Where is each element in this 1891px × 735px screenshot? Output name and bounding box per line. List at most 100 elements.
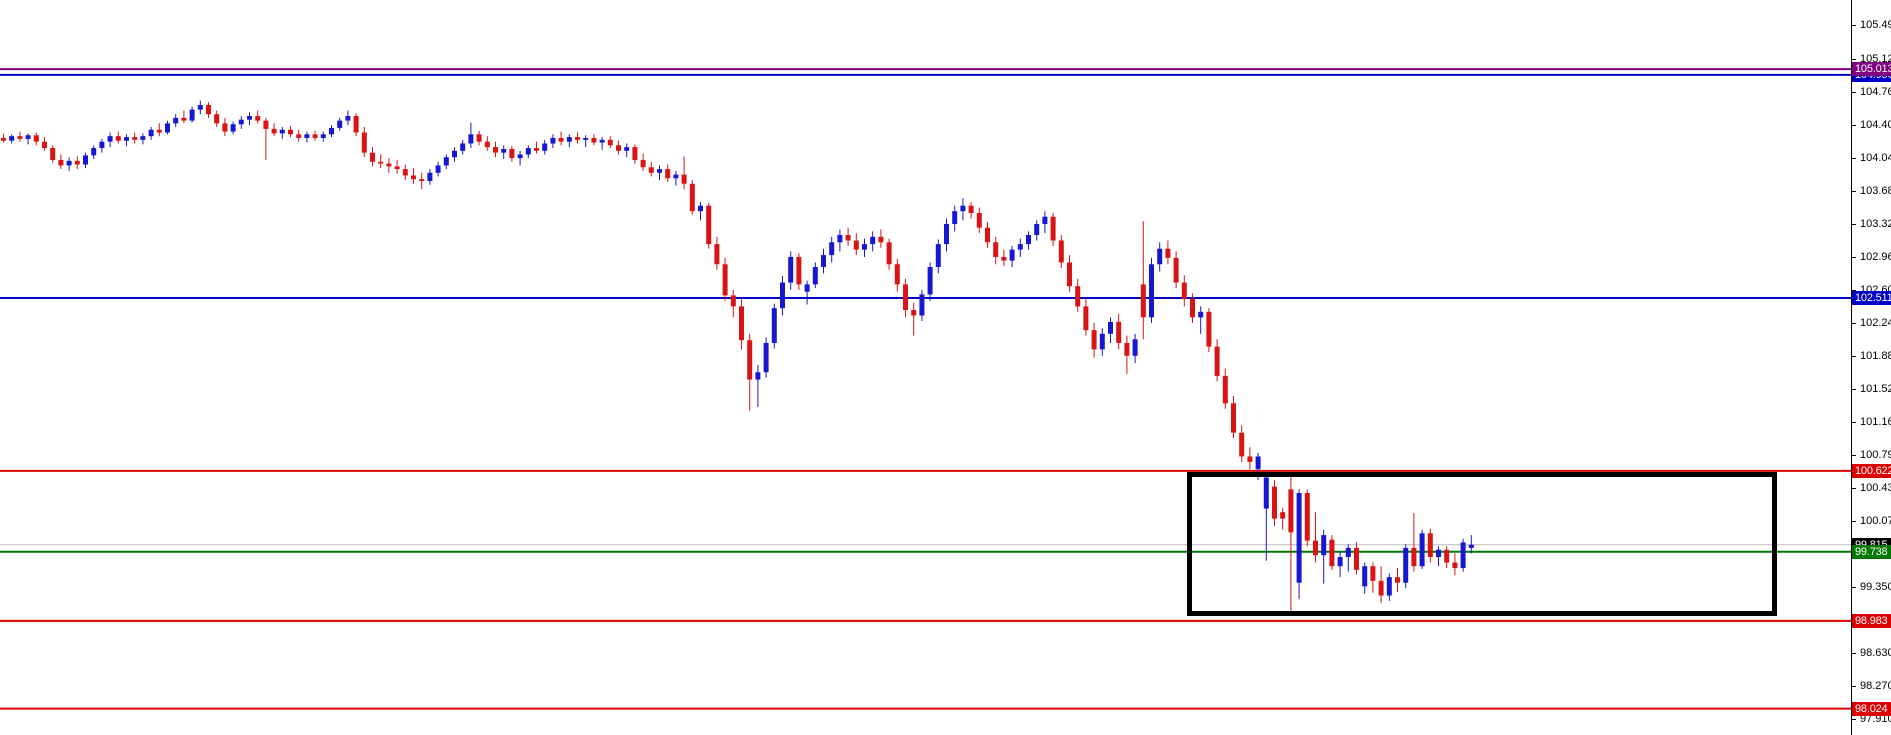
axis-tick-label: 102.240 <box>1860 316 1891 329</box>
candle <box>91 145 97 160</box>
price-axis-line <box>1851 0 1852 735</box>
candle <box>771 303 777 349</box>
price-badge-98.983: 98.983 <box>1852 613 1891 628</box>
candle <box>435 161 441 177</box>
candle <box>279 127 285 139</box>
candle <box>173 114 179 128</box>
candle <box>1436 546 1441 567</box>
axis-tick-label: 98.270 <box>1860 680 1891 693</box>
candle <box>1313 512 1318 563</box>
candle <box>903 278 908 318</box>
axis-tick <box>1851 686 1856 687</box>
candle <box>1378 566 1384 603</box>
candle <box>33 132 39 146</box>
axis-tick <box>1851 323 1856 324</box>
candle <box>25 133 31 145</box>
axis-tick-label: 105.490 <box>1860 19 1891 32</box>
candle <box>665 164 671 182</box>
candle <box>17 131 23 142</box>
axis-tick-label: 104.400 <box>1860 119 1891 132</box>
candle <box>1411 513 1417 572</box>
axis-tick <box>1851 158 1856 159</box>
candle <box>1173 251 1179 289</box>
candle <box>1419 529 1425 569</box>
candle <box>722 257 728 301</box>
candle <box>1009 245 1015 268</box>
candle <box>616 140 621 155</box>
candle <box>706 202 712 249</box>
candle <box>698 202 703 221</box>
candle <box>452 147 457 162</box>
axis-tick <box>1851 587 1856 588</box>
axis-tick <box>1851 356 1856 357</box>
axis-tick-label: 103.320 <box>1860 218 1891 230</box>
candle <box>1165 240 1171 265</box>
candle <box>1181 275 1187 307</box>
candle <box>681 156 687 190</box>
candle <box>115 131 121 144</box>
candle <box>960 198 966 221</box>
candle <box>329 125 334 138</box>
axis-tick <box>1851 59 1856 60</box>
candle <box>624 143 630 158</box>
candle <box>853 233 859 256</box>
candle <box>1214 339 1220 382</box>
candle <box>1329 535 1335 570</box>
candle <box>968 202 974 219</box>
axis-tick-label: 101.520 <box>1860 382 1891 395</box>
candle <box>493 141 498 158</box>
price-badge-102.511: 102.511 <box>1852 291 1891 306</box>
candle <box>591 134 597 146</box>
candle <box>197 100 203 115</box>
candle <box>165 120 170 135</box>
candle <box>238 116 244 129</box>
candle <box>911 302 917 336</box>
price-badge-100.622: 100.622 <box>1852 463 1891 478</box>
candle <box>263 117 269 160</box>
rectangle-annotation[interactable] <box>1187 471 1777 616</box>
axis-tick <box>1851 488 1856 489</box>
candle <box>804 280 810 305</box>
candle <box>1157 242 1163 272</box>
candle <box>402 164 408 181</box>
candle <box>1296 489 1302 600</box>
candle <box>1034 220 1040 241</box>
candle <box>763 337 769 378</box>
candle <box>378 154 384 169</box>
candle <box>599 137 605 150</box>
candle <box>1452 553 1458 576</box>
candle <box>1362 562 1368 594</box>
candle <box>1026 231 1031 250</box>
axis-tick-label: 100.070 <box>1860 515 1891 528</box>
candle <box>829 236 835 263</box>
candle <box>222 117 228 137</box>
candle <box>320 131 326 142</box>
candle <box>812 262 818 289</box>
axis-tick <box>1851 224 1856 225</box>
price-badge-105.013: 105.013 <box>1852 62 1891 77</box>
candle <box>1460 538 1466 572</box>
candle <box>460 139 466 155</box>
candle <box>206 102 211 118</box>
candle <box>550 134 556 149</box>
axis-tick-label: 104.760 <box>1860 86 1891 99</box>
candle <box>714 236 720 270</box>
candle <box>944 218 949 252</box>
candle <box>509 146 515 162</box>
candle <box>1337 551 1343 578</box>
price-chart-canvas[interactable] <box>0 0 1851 735</box>
candle <box>575 132 580 144</box>
candle <box>83 152 88 169</box>
candle <box>50 145 56 163</box>
axis-tick <box>1851 389 1856 390</box>
candle <box>1370 562 1376 593</box>
axis-tick-label: 102.960 <box>1860 250 1891 263</box>
candle <box>189 106 195 123</box>
axis-tick-label: 103.680 <box>1860 185 1891 198</box>
candle <box>1468 535 1474 554</box>
candle <box>1190 293 1195 323</box>
candle <box>427 169 433 185</box>
candle <box>1263 471 1269 561</box>
candle <box>673 170 679 186</box>
